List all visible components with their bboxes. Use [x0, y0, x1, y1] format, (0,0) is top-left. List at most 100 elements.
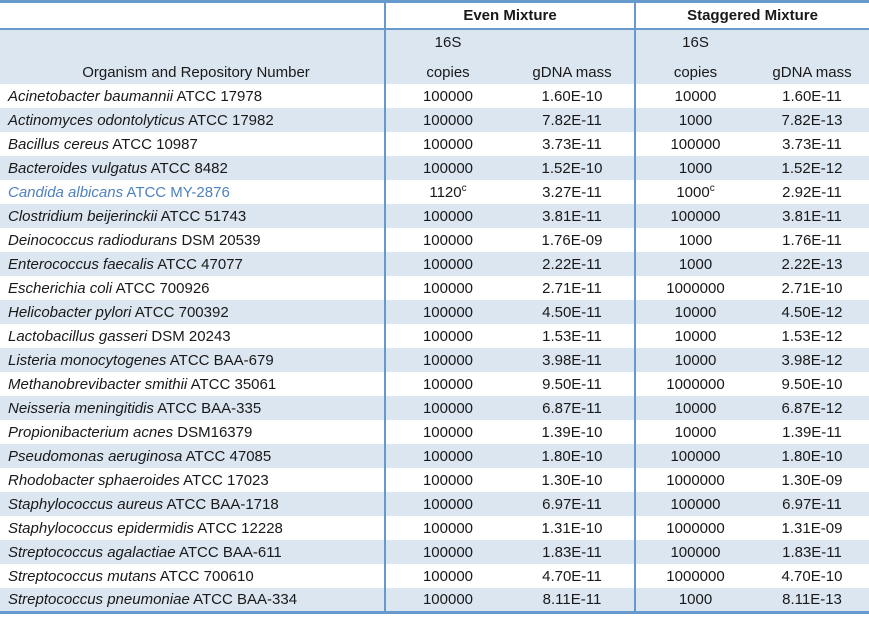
cell-organism: Rhodobacter sphaeroides ATCC 17023	[0, 468, 385, 492]
cell-organism: Lactobacillus gasseri DSM 20243	[0, 324, 385, 348]
even-gdna-value: 3.98E-11	[542, 351, 602, 369]
cell-organism: Escherichia coli ATCC 700926	[0, 276, 385, 300]
repository-number: DSM 20539	[181, 231, 261, 249]
cell-staggered-copies: 1000000	[634, 564, 755, 588]
even-gdna-value: 6.97E-11	[542, 495, 602, 513]
table-row: Listeria monocytogenes ATCC BAA-679 1000…	[0, 348, 869, 372]
cell-staggered-copies: 1000	[634, 228, 755, 252]
table-row: Neisseria meningitidis ATCC BAA-335 1000…	[0, 396, 869, 420]
even-copies-value: 100000	[422, 111, 474, 129]
staggered-copies-value: 1000000	[666, 375, 725, 393]
staggered-gdna-value: 1.31E-09	[781, 519, 843, 537]
cell-organism: Enterococcus faecalis ATCC 47077	[0, 252, 385, 276]
even-gdna-value: 8.11E-11	[542, 590, 602, 608]
cell-staggered-copies: 10000	[634, 396, 755, 420]
staggered-copies-value: 100000	[670, 135, 721, 153]
cell-organism: Acinetobacter baumannii ATCC 17978	[0, 84, 385, 108]
empty-cell	[0, 29, 385, 54]
cell-staggered-copies: 1000	[634, 252, 755, 276]
table-row: Streptococcus agalactiae ATCC BAA-611 10…	[0, 540, 869, 564]
cell-staggered-gdna: 1.39E-11	[755, 420, 869, 444]
cell-even-gdna: 2.71E-11	[510, 276, 635, 300]
table-row: Streptococcus mutans ATCC 700610 100000 …	[0, 564, 869, 588]
table-header: Even Mixture Staggered Mixture 16S 16S O…	[0, 1, 869, 84]
even-gdna-value: 1.52E-10	[541, 159, 603, 177]
cell-even-gdna: 6.87E-11	[510, 396, 635, 420]
footnote-marker: c	[461, 182, 467, 194]
staggered-gdna-value: 4.50E-12	[781, 303, 843, 321]
organism-name: Neisseria meningitidis	[8, 399, 154, 417]
repository-number: ATCC BAA-611	[178, 543, 282, 561]
staggered-copies-value: 1000	[678, 255, 713, 273]
cell-even-copies: 100000	[384, 132, 510, 156]
table-row: Helicobacter pylori ATCC 700392 100000 4…	[0, 300, 869, 324]
table-row: Enterococcus faecalis ATCC 47077 100000 …	[0, 252, 869, 276]
staggered-gdna-value: 8.11E-13	[782, 590, 842, 608]
organism-name: Bacteroides vulgatus	[8, 159, 148, 177]
cell-even-gdna: 4.50E-11	[510, 300, 635, 324]
cell-even-copies: 100000	[384, 540, 510, 564]
cell-even-copies: 100000	[384, 468, 510, 492]
cell-staggered-gdna: 1.30E-09	[755, 468, 869, 492]
staggered-gdna-value: 3.73E-11	[782, 135, 842, 153]
cell-organism: Methanobrevibacter smithii ATCC 35061	[0, 372, 385, 396]
even-copies-value: 100000	[422, 375, 474, 393]
cell-even-gdna: 9.50E-11	[510, 372, 635, 396]
cell-even-gdna: 3.98E-11	[510, 348, 635, 372]
staggered-copies-value: 100000	[670, 207, 721, 225]
staggered-gdna-value: 2.71E-10	[781, 279, 843, 297]
empty-cell	[755, 29, 869, 54]
repository-number: ATCC BAA-679	[169, 351, 274, 369]
staggered-copies-value: 100000	[670, 543, 721, 561]
cell-staggered-copies: 100000	[634, 492, 755, 516]
even-copies-value: 100000	[422, 255, 474, 273]
cell-even-copies: 100000	[384, 444, 510, 468]
organism-name: Lactobacillus gasseri	[8, 327, 148, 345]
cell-even-copies: 100000	[384, 492, 510, 516]
even-copies-value: 100000	[422, 303, 474, 321]
even-gdna-value: 1.31E-10	[541, 519, 603, 537]
cell-even-gdna: 1.83E-11	[510, 540, 635, 564]
cell-organism: Helicobacter pylori ATCC 700392	[0, 300, 385, 324]
staggered-copies-value: 10000	[674, 327, 717, 345]
even-gdna-value: 1.83E-11	[542, 543, 602, 561]
staggered-gdna-value: 1.60E-11	[782, 87, 842, 105]
even-gdna-header: gDNA mass	[510, 54, 635, 84]
cell-even-gdna: 3.81E-11	[510, 204, 635, 228]
even-gdna-value: 1.39E-10	[541, 423, 603, 441]
even-16s-label: 16S	[384, 29, 510, 54]
repository-number: ATCC 35061	[190, 375, 277, 393]
table-row: Rhodobacter sphaeroides ATCC 17023 10000…	[0, 468, 869, 492]
staggered-gdna-value: 1.80E-10	[781, 447, 843, 465]
table-row: Deinococcus radiodurans DSM 20539 100000…	[0, 228, 869, 252]
cell-staggered-gdna: 6.97E-11	[755, 492, 869, 516]
even-copies-value: 100000	[422, 207, 474, 225]
even-copies-value: 100000	[422, 135, 474, 153]
even-gdna-value: 7.82E-11	[542, 111, 602, 129]
cell-staggered-copies: 100000	[634, 204, 755, 228]
mock-community-table: Even Mixture Staggered Mixture 16S 16S O…	[0, 0, 869, 614]
table-body: Acinetobacter baumannii ATCC 17978 10000…	[0, 84, 869, 612]
cell-even-gdna: 7.82E-11	[510, 108, 635, 132]
even-gdna-value: 1.30E-10	[541, 471, 603, 489]
cell-even-copies: 100000	[384, 324, 510, 348]
cell-staggered-gdna: 2.71E-10	[755, 276, 869, 300]
repository-number: ATCC MY-2876	[126, 183, 230, 201]
cell-staggered-gdna: 4.50E-12	[755, 300, 869, 324]
cell-even-copies: 100000	[384, 588, 510, 612]
even-copies-value: 100000	[422, 567, 474, 585]
cell-even-copies: 100000	[384, 228, 510, 252]
cell-even-copies: 100000	[384, 420, 510, 444]
even-copies-value: 100000	[422, 447, 474, 465]
staggered-copies-value: 1000000	[666, 567, 725, 585]
staggered-copies-value: 1000	[678, 590, 713, 608]
staggered-gdna-value: 1.52E-12	[781, 159, 843, 177]
cell-staggered-gdna: 2.92E-11	[755, 180, 869, 204]
cell-organism: Staphylococcus epidermidis ATCC 12228	[0, 516, 385, 540]
even-gdna-value: 4.50E-11	[542, 303, 602, 321]
staggered-gdna-value: 1.53E-12	[781, 327, 843, 345]
cell-even-copies: 100000	[384, 84, 510, 108]
cell-even-gdna: 4.70E-11	[510, 564, 635, 588]
cell-staggered-gdna: 6.87E-12	[755, 396, 869, 420]
even-gdna-value: 3.73E-11	[542, 135, 602, 153]
